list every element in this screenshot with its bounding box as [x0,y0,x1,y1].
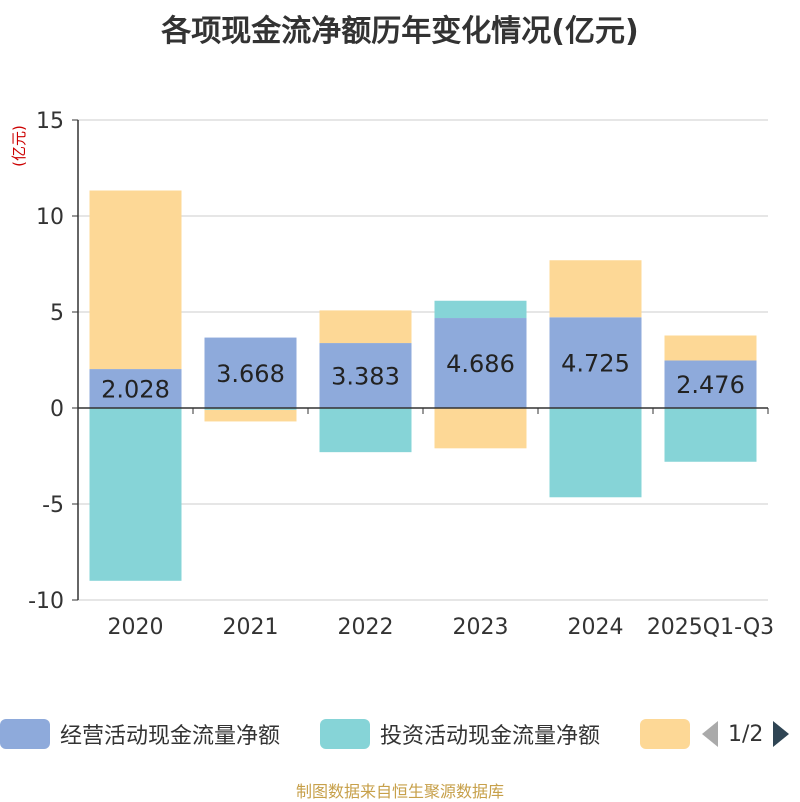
x-tick-label: 2022 [338,615,394,640]
grid-lines [78,119,768,601]
source-footer: 制图数据来自恒生聚源数据库 [295,782,504,801]
bar-investing-2022[interactable] [319,408,412,453]
bars [89,190,757,581]
legend: 经营活动现金流量净额 投资活动现金流量净额 1/2 [0,716,800,752]
legend-pager: 1/2 [700,716,791,752]
data-label-operating: 3.668 [216,360,285,388]
bar-operating-2025Q1-Q3[interactable] [664,360,757,408]
legend-label-investing: 投资活动现金流量净额 [380,724,601,749]
bar-operating-2024[interactable] [549,317,642,408]
legend-swatch-operating [0,719,50,749]
bar-operating-2021[interactable] [204,337,297,408]
x-tick-label: 2020 [108,615,164,640]
legend-swatch-financing [640,719,690,749]
y-tick-label: 0 [50,397,64,422]
x-tick-label: 2024 [568,615,624,640]
legend-label-operating: 经营活动现金流量净额 [60,724,281,749]
y-tick-label: -5 [42,493,64,518]
pager-next-icon[interactable] [771,719,791,749]
bar-operating-2023[interactable] [434,318,527,408]
bar-chart: 15 10 5 0 -5 -10 2020 2021 2022 2023 2024 2025Q1-Q3… [10,109,774,640]
data-label-operating: 4.725 [561,350,630,378]
x-tick-label: 2025Q1-Q3 [647,615,774,640]
y-tick-label: -10 [28,589,64,614]
bar-investing-2021[interactable] [204,408,297,410]
data-label-operating: 4.686 [446,350,515,378]
bar-investing-2025Q1-Q3[interactable] [664,408,757,462]
bar-financing-2020[interactable] [89,190,182,370]
y-tick-label: 10 [36,205,64,230]
x-tick-label: 2021 [223,615,279,640]
pager-prev-icon[interactable] [700,719,720,749]
bar-investing-2024[interactable] [549,408,642,498]
legend-item-financing[interactable] [640,716,700,752]
legend-swatch-investing [320,719,370,749]
bar-operating-2020[interactable] [89,369,182,408]
data-label-operating: 2.028 [101,376,170,404]
y-tick-label: 15 [36,109,64,134]
data-labels: 2.028 3.668 3.383 4.686 4.725 2.476 [101,350,745,404]
chart-title: 各项现金流净额历年变化情况(亿元) [161,14,639,49]
legend-item-investing[interactable]: 投资活动现金流量净额 [320,716,600,752]
bar-operating-2022[interactable] [319,343,412,408]
bar-financing-2024[interactable] [549,260,642,318]
bar-financing-2021[interactable] [204,409,297,422]
axes: 15 10 5 0 -5 -10 2020 2021 2022 2023 2024 2025Q1-Q3 [28,109,774,640]
y-tick-label: 5 [50,301,64,326]
x-tick-label: 2023 [453,615,509,640]
bar-investing-2020[interactable] [89,408,182,581]
bar-financing-2025Q1-Q3[interactable] [664,335,757,361]
legend-item-operating[interactable]: 经营活动现金流量净额 [0,716,280,752]
pager-page-indicator: 1/2 [728,721,764,747]
data-label-operating: 2.476 [676,371,745,399]
bar-financing-2023[interactable] [434,408,527,449]
bar-investing-2023[interactable] [434,300,527,319]
data-label-operating: 3.383 [331,363,400,391]
y-axis-unit-label: (亿元) [10,125,28,167]
bar-financing-2022[interactable] [319,310,412,344]
